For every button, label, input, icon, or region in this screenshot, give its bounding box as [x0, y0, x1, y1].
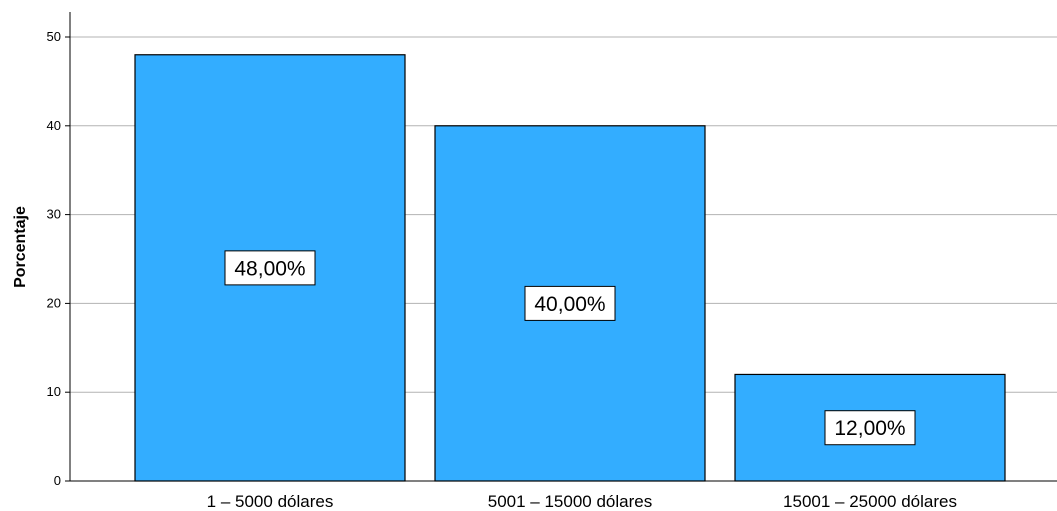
x-category-labels: 1 – 5000 dólares 5001 – 15000 dólares 1500…	[207, 492, 957, 511]
y-tick-label: 30	[47, 207, 61, 222]
data-labels: 48,00% 40,00% 12,00%	[224, 250, 916, 446]
data-label: 40,00%	[534, 293, 605, 316]
x-category-label: 5001 – 15000 dólares	[488, 492, 652, 511]
y-tick-label: 50	[47, 29, 61, 44]
data-label-box	[224, 250, 316, 286]
y-tick-label: 20	[47, 295, 61, 310]
data-label: 48,00%	[234, 257, 305, 280]
x-category-label: 15001 – 25000 dólares	[783, 492, 957, 511]
y-tick-label: 40	[47, 118, 61, 133]
data-label-box	[824, 410, 916, 446]
x-category-label: 1 – 5000 dólares	[207, 492, 334, 511]
data-label-box	[524, 285, 616, 321]
y-tick-label: 10	[47, 384, 61, 399]
axes	[69, 12, 1057, 482]
data-label: 12,00%	[834, 417, 905, 440]
y-ticks: 0 10 20 30 40 50	[47, 29, 70, 488]
bars	[134, 54, 1006, 482]
y-axis-title: Porcentaje	[12, 206, 29, 288]
y-tick-label: 0	[54, 473, 61, 488]
